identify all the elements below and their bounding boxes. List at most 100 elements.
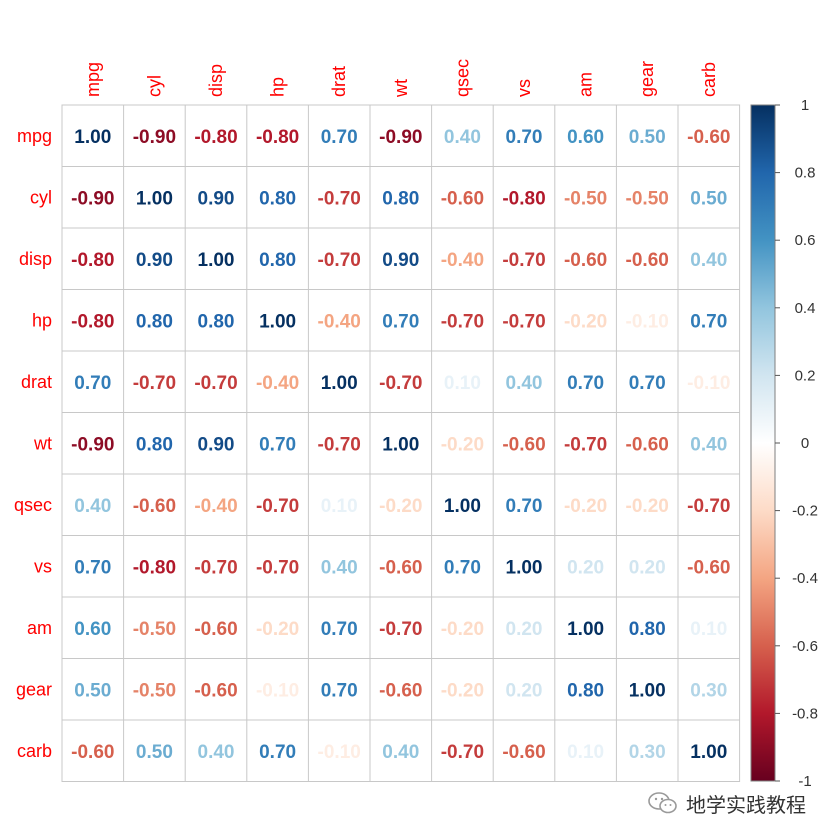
column-label-wt: wt — [391, 79, 411, 98]
cell-value-hp-hp: 1.00 — [259, 311, 296, 332]
cell-value-drat-vs: 0.40 — [506, 373, 543, 394]
cell-value-wt-disp: 0.90 — [198, 434, 235, 455]
row-label-mpg: mpg — [17, 126, 52, 146]
cell-value-vs-hp: -0.70 — [256, 557, 299, 578]
cell-value-wt-am: -0.70 — [564, 434, 607, 455]
cell-value-hp-qsec: -0.70 — [441, 311, 484, 332]
row-label-disp: disp — [19, 249, 52, 269]
cell-value-hp-wt: 0.70 — [382, 311, 419, 332]
cell-value-disp-am: -0.60 — [564, 250, 607, 271]
cell-value-mpg-vs: 0.70 — [506, 127, 543, 148]
row-label-drat: drat — [21, 372, 52, 392]
cell-value-qsec-gear: -0.20 — [626, 496, 669, 517]
cell-value-mpg-drat: 0.70 — [321, 127, 358, 148]
cell-value-am-disp: -0.60 — [194, 619, 237, 640]
cell-value-am-cyl: -0.50 — [133, 619, 176, 640]
cell-value-gear-hp: -0.10 — [256, 680, 299, 701]
cell-value-gear-wt: -0.60 — [379, 680, 422, 701]
column-label-qsec: qsec — [452, 59, 472, 97]
cell-value-vs-drat: 0.40 — [321, 557, 358, 578]
cell-value-drat-gear: 0.70 — [629, 373, 666, 394]
colorbar-tick-label: 0.2 — [795, 367, 816, 384]
colorbar-tick-label: -0.4 — [792, 570, 818, 587]
colorbar-tick-label: 0.6 — [795, 232, 816, 249]
row-label-wt: wt — [33, 433, 52, 453]
cell-value-disp-qsec: -0.40 — [441, 250, 484, 271]
cell-value-qsec-disp: -0.40 — [194, 496, 237, 517]
column-label-gear: gear — [637, 61, 657, 97]
row-label-am: am — [27, 618, 52, 638]
cell-value-am-drat: 0.70 — [321, 619, 358, 640]
cell-value-hp-gear: -0.10 — [626, 311, 669, 332]
watermark-text: 地学实践教程 — [686, 792, 806, 817]
cell-value-cyl-mpg: -0.90 — [71, 188, 114, 209]
cell-value-carb-drat: -0.10 — [318, 742, 361, 763]
row-label-qsec: qsec — [14, 495, 52, 515]
cell-value-qsec-hp: -0.70 — [256, 496, 299, 517]
cell-value-wt-hp: 0.70 — [259, 434, 296, 455]
column-label-hp: hp — [268, 77, 288, 97]
cell-value-am-wt: -0.70 — [379, 619, 422, 640]
cell-value-carb-disp: 0.40 — [198, 742, 235, 763]
cell-value-carb-qsec: -0.70 — [441, 742, 484, 763]
cell-value-cyl-gear: -0.50 — [626, 188, 669, 209]
column-label-cyl: cyl — [144, 75, 164, 97]
colorbar-tick-label: 0.8 — [795, 165, 816, 182]
cell-value-drat-qsec: 0.10 — [444, 373, 481, 394]
cell-value-wt-cyl: 0.80 — [136, 434, 173, 455]
cell-value-vs-mpg: 0.70 — [74, 557, 111, 578]
cell-value-cyl-vs: -0.80 — [502, 188, 545, 209]
cell-value-am-gear: 0.80 — [629, 619, 666, 640]
cell-value-carb-mpg: -0.60 — [71, 742, 114, 763]
cell-value-disp-gear: -0.60 — [626, 250, 669, 271]
colorbar-tick-label: 0 — [801, 435, 809, 452]
cell-value-vs-cyl: -0.80 — [133, 557, 176, 578]
cell-value-vs-disp: -0.70 — [194, 557, 237, 578]
cell-value-wt-mpg: -0.90 — [71, 434, 114, 455]
cell-value-am-mpg: 0.60 — [74, 619, 111, 640]
colorbar-tick-label: -0.6 — [792, 638, 818, 655]
colorbar-tick-label: -1 — [798, 773, 811, 790]
cell-value-qsec-vs: 0.70 — [506, 496, 543, 517]
cell-value-hp-mpg: -0.80 — [71, 311, 114, 332]
cell-value-hp-drat: -0.40 — [318, 311, 361, 332]
column-label-vs: vs — [514, 79, 534, 97]
cell-value-disp-mpg: -0.80 — [71, 250, 114, 271]
row-label-carb: carb — [17, 741, 52, 761]
cell-value-vs-carb: -0.60 — [687, 557, 730, 578]
cell-value-drat-hp: -0.40 — [256, 373, 299, 394]
cell-value-drat-mpg: 0.70 — [74, 373, 111, 394]
cell-value-vs-qsec: 0.70 — [444, 557, 481, 578]
column-label-disp: disp — [206, 64, 226, 97]
cell-value-hp-am: -0.20 — [564, 311, 607, 332]
cell-value-qsec-am: -0.20 — [564, 496, 607, 517]
cell-value-hp-vs: -0.70 — [502, 311, 545, 332]
cell-value-mpg-carb: -0.60 — [687, 127, 730, 148]
cell-value-vs-vs: 1.00 — [506, 557, 543, 578]
cell-value-cyl-qsec: -0.60 — [441, 188, 484, 209]
cell-value-wt-gear: -0.60 — [626, 434, 669, 455]
cell-value-cyl-carb: 0.50 — [690, 188, 727, 209]
cell-value-cyl-wt: 0.80 — [382, 188, 419, 209]
colorbar-tick-label: 0.4 — [795, 300, 816, 317]
cell-value-qsec-drat: 0.10 — [321, 496, 358, 517]
row-label-gear: gear — [16, 679, 52, 699]
cell-value-carb-hp: 0.70 — [259, 742, 296, 763]
cell-value-vs-gear: 0.20 — [629, 557, 666, 578]
cell-value-gear-qsec: -0.20 — [441, 680, 484, 701]
cell-value-am-vs: 0.20 — [506, 619, 543, 640]
colorbar-tick-label: -0.8 — [792, 705, 818, 722]
cell-value-wt-qsec: -0.20 — [441, 434, 484, 455]
column-label-mpg: mpg — [83, 62, 103, 97]
cell-value-gear-carb: 0.30 — [690, 680, 727, 701]
cell-value-drat-cyl: -0.70 — [133, 373, 176, 394]
wechat-icon — [648, 792, 677, 814]
row-label-cyl: cyl — [30, 187, 52, 207]
column-label-drat: drat — [329, 66, 349, 97]
cell-value-gear-gear: 1.00 — [629, 680, 666, 701]
cell-value-wt-vs: -0.60 — [502, 434, 545, 455]
cell-value-drat-am: 0.70 — [567, 373, 604, 394]
cell-value-mpg-mpg: 1.00 — [74, 127, 111, 148]
cell-value-qsec-wt: -0.20 — [379, 496, 422, 517]
cell-value-qsec-mpg: 0.40 — [74, 496, 111, 517]
